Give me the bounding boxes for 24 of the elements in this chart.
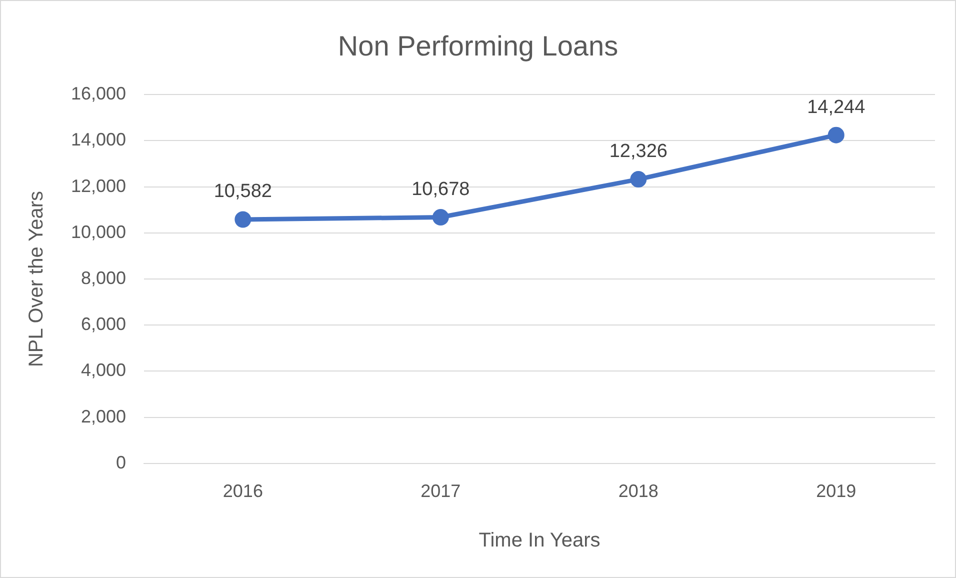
y-tick-label: 8,000 [81, 268, 126, 288]
x-tick-label: 2018 [618, 481, 658, 502]
x-tick-label: 2017 [420, 481, 461, 502]
y-tick-label: 2,000 [81, 406, 126, 426]
point [828, 126, 844, 144]
data-label: 14,244 [807, 96, 866, 118]
y-axis-title: NPL Over the Years [26, 190, 48, 368]
x-axis-title: Time In Years [478, 530, 600, 552]
chart-title: Non Performing Loans [338, 30, 618, 62]
y-tick-label: 4,000 [81, 360, 126, 380]
y-tick-label: 0 [116, 452, 126, 472]
point [630, 171, 647, 188]
data-label: 10,678 [412, 179, 470, 200]
data-label: 12,326 [609, 141, 668, 162]
y-tick-label: 14,000 [70, 130, 126, 150]
x-tick-label: 2019 [816, 481, 856, 502]
y-tick-label: 10,000 [70, 222, 126, 242]
y-tick-label: 6,000 [81, 314, 126, 334]
y-tick-label: 16,000 [70, 84, 126, 104]
point [234, 211, 252, 228]
point [432, 209, 449, 226]
data-label: 10,582 [214, 181, 272, 202]
y-tick-label: 12,000 [70, 176, 126, 196]
x-tick-label: 2016 [222, 481, 263, 502]
